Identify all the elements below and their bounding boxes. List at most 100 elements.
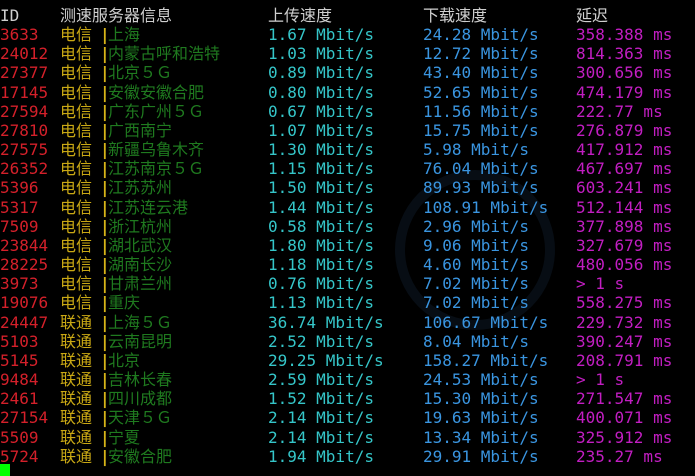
- row-id: 5317: [0, 197, 39, 217]
- row-upload: 1.94 Mbit/s: [268, 446, 374, 466]
- table-row: 17145 电信 | 安徽安徽合肥 0.80 Mbit/s 52.65 Mbit/s 474…: [0, 83, 695, 102]
- row-latency: 467.697 ms: [576, 159, 673, 179]
- row-location: 甘肃兰州: [108, 274, 173, 294]
- row-latency: 377.898 ms: [576, 216, 673, 236]
- row-upload: 0.58 Mbit/s: [268, 216, 374, 236]
- row-separator: |: [100, 235, 110, 255]
- row-isp: 电信: [60, 63, 93, 83]
- row-download: 108.91 Mbit/s: [423, 197, 549, 217]
- row-id: 5145: [0, 350, 39, 370]
- row-latency: 300.656 ms: [576, 63, 673, 83]
- row-isp: 电信: [60, 178, 93, 198]
- row-location: 江苏南京５Ｇ: [108, 159, 205, 179]
- row-upload: 1.50 Mbit/s: [268, 178, 374, 198]
- row-separator: |: [100, 427, 110, 447]
- row-latency: 327.679 ms: [576, 235, 673, 255]
- table-row: 23844 电信 | 湖北武汉 1.80 Mbit/s 9.06 Mbit/s 327.67…: [0, 236, 695, 255]
- row-id: 27154: [0, 408, 49, 428]
- row-id: 26352: [0, 159, 49, 179]
- table-row: 5145 联通 | 北京 29.25 Mbit/s 158.27 Mbit/s 208.79…: [0, 351, 695, 370]
- row-download: 19.63 Mbit/s: [423, 408, 539, 428]
- row-latency: 229.732 ms: [576, 312, 673, 332]
- table-row: 24447 联通 | 上海５Ｇ 36.74 Mbit/s 106.67 Mbit/s 229…: [0, 313, 695, 332]
- row-upload: 1.67 Mbit/s: [268, 25, 374, 44]
- row-separator: |: [100, 44, 110, 64]
- table-row: 3973 电信 | 甘肃兰州 0.76 Mbit/s 7.02 Mbit/s > 1 s: [0, 274, 695, 293]
- row-id: 27377: [0, 63, 49, 83]
- header-id: ID: [0, 6, 20, 25]
- row-location: 安徽合肥: [108, 446, 173, 466]
- row-download: 8.04 Mbit/s: [423, 331, 529, 351]
- row-latency: 603.241 ms: [576, 178, 673, 198]
- row-download: 9.06 Mbit/s: [423, 235, 529, 255]
- row-isp: 联通: [60, 331, 93, 351]
- row-isp: 电信: [60, 140, 93, 160]
- row-separator: |: [100, 370, 110, 390]
- row-download: 24.53 Mbit/s: [423, 370, 539, 390]
- row-upload: 1.18 Mbit/s: [268, 255, 374, 275]
- row-download: 76.04 Mbit/s: [423, 159, 539, 179]
- table-header: ID 测速服务器信息 上传速度 下载速度 延迟: [0, 6, 695, 25]
- row-separator: |: [100, 350, 110, 370]
- row-separator: |: [100, 216, 110, 236]
- row-latency: 208.791 ms: [576, 350, 673, 370]
- table-row: 5317 电信 | 江苏连云港 1.44 Mbit/s 108.91 Mbit/s 512.…: [0, 198, 695, 217]
- row-upload: 1.13 Mbit/s: [268, 293, 374, 313]
- row-id: 9484: [0, 370, 39, 390]
- table-row: 19076 电信 | 重庆 1.13 Mbit/s 7.02 Mbit/s 558.275 …: [0, 293, 695, 312]
- row-upload: 1.44 Mbit/s: [268, 197, 374, 217]
- row-id: 2461: [0, 389, 39, 409]
- row-separator: |: [100, 312, 110, 332]
- row-location: 吉林长春: [108, 370, 173, 390]
- row-id: 3973: [0, 274, 39, 294]
- row-latency: 480.056 ms: [576, 255, 673, 275]
- table-row: 27154 联通 | 天津５Ｇ 2.14 Mbit/s 19.63 Mbit/s 400.0…: [0, 408, 695, 427]
- row-location: 广东广州５Ｇ: [108, 101, 205, 121]
- row-separator: |: [100, 25, 110, 44]
- row-location: 湖北武汉: [108, 235, 173, 255]
- row-download: 2.96 Mbit/s: [423, 216, 529, 236]
- row-latency: 400.071 ms: [576, 408, 673, 428]
- row-id: 19076: [0, 293, 49, 313]
- row-separator: |: [100, 446, 110, 466]
- row-isp: 电信: [60, 235, 93, 255]
- row-upload: 2.14 Mbit/s: [268, 427, 374, 447]
- row-upload: 1.15 Mbit/s: [268, 159, 374, 179]
- row-upload: 29.25 Mbit/s: [268, 350, 384, 370]
- row-id: 7509: [0, 216, 39, 236]
- table-row: 5724 联通 | 安徽合肥 1.94 Mbit/s 29.91 Mbit/s 235.27…: [0, 447, 695, 466]
- table-row: 28225 电信 | 湖南长沙 1.18 Mbit/s 4.60 Mbit/s 480.05…: [0, 255, 695, 274]
- header-server: 测速服务器信息: [60, 6, 173, 25]
- row-separator: |: [100, 197, 110, 217]
- row-upload: 0.67 Mbit/s: [268, 101, 374, 121]
- row-separator: |: [100, 101, 110, 121]
- row-upload: 2.14 Mbit/s: [268, 408, 374, 428]
- row-isp: 联通: [60, 408, 93, 428]
- row-location: 云南昆明: [108, 331, 173, 351]
- row-download: 15.75 Mbit/s: [423, 120, 539, 140]
- table-row: 5509 联通 | 宁夏 2.14 Mbit/s 13.34 Mbit/s 325.912 …: [0, 428, 695, 447]
- row-download: 29.91 Mbit/s: [423, 446, 539, 466]
- table-row: 27575 电信 | 新疆乌鲁木齐 1.30 Mbit/s 5.98 Mbit/s 417.…: [0, 140, 695, 159]
- row-latency: 417.912 ms: [576, 140, 673, 160]
- row-id: 5724: [0, 446, 39, 466]
- row-latency: 474.179 ms: [576, 82, 673, 102]
- row-separator: |: [100, 159, 110, 179]
- row-isp: 电信: [60, 101, 93, 121]
- row-separator: |: [100, 293, 110, 313]
- row-latency: 512.144 ms: [576, 197, 673, 217]
- row-separator: |: [100, 140, 110, 160]
- row-location: 新疆乌鲁木齐: [108, 140, 205, 160]
- row-separator: |: [100, 120, 110, 140]
- row-separator: |: [100, 255, 110, 275]
- row-location: 宁夏: [108, 427, 141, 447]
- row-id: 24447: [0, 312, 49, 332]
- row-isp: 电信: [60, 25, 93, 44]
- row-latency: 276.879 ms: [576, 120, 673, 140]
- row-location: 江苏苏州: [108, 178, 173, 198]
- table-row: 26352 电信 | 江苏南京５Ｇ 1.15 Mbit/s 76.04 Mbit/s 467…: [0, 159, 695, 178]
- row-location: 湖南长沙: [108, 255, 173, 275]
- row-id: 24012: [0, 44, 49, 64]
- table-row: 27377 电信 | 北京５Ｇ 0.89 Mbit/s 43.40 Mbit/s 300.6…: [0, 63, 695, 82]
- table-row: 9484 联通 | 吉林长春 2.59 Mbit/s 24.53 Mbit/s > 1 s: [0, 370, 695, 389]
